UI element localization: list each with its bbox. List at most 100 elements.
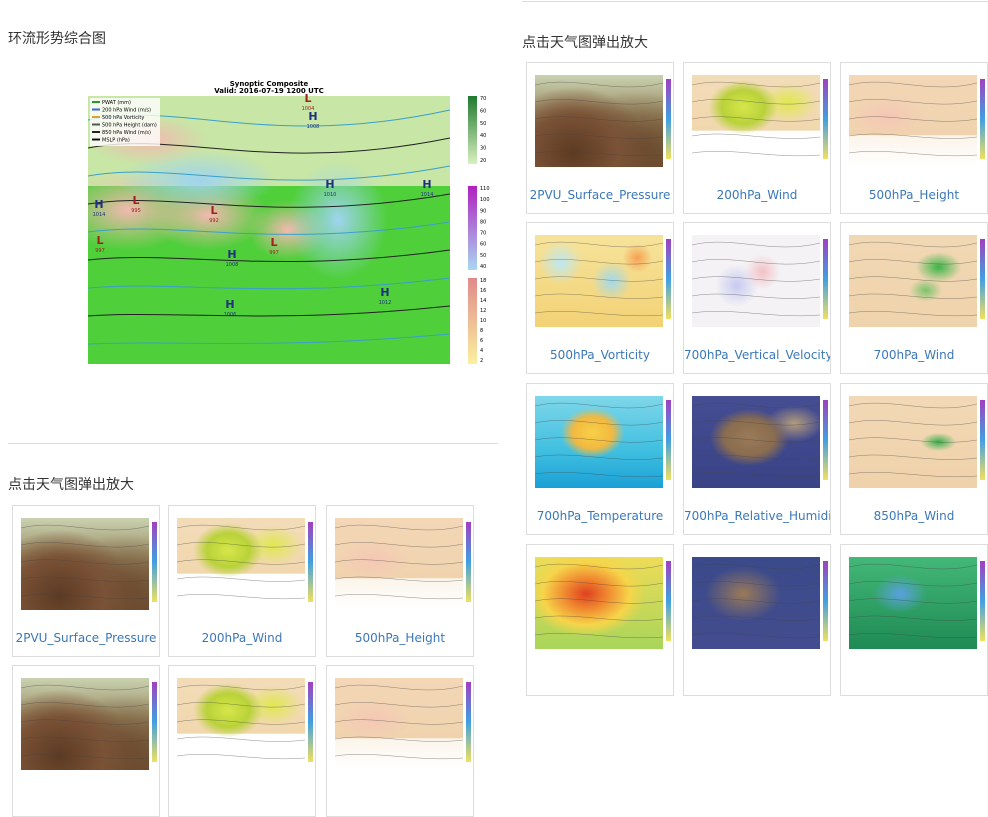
contour	[692, 615, 820, 621]
contour	[177, 542, 305, 548]
contour	[87, 165, 451, 181]
pressure-center-value: 1012	[379, 300, 392, 306]
colorbar	[466, 522, 471, 602]
colorbar-tick: 40	[480, 264, 486, 270]
divider	[522, 1, 988, 2]
thumbnail-image	[692, 396, 828, 488]
thumbnail-label: 500hPa_Height	[868, 188, 960, 202]
page: 环流形势综合图 Synoptic Composite Valid: 2016-07…	[8, 1, 988, 817]
contour	[849, 437, 977, 443]
section-title: 环流形势综合图	[8, 31, 106, 47]
thumbnail-card[interactable]: 200hPa_Wind	[168, 505, 316, 657]
colorbar	[823, 79, 828, 159]
contour	[87, 333, 451, 345]
contour	[692, 311, 820, 317]
thumbnail-card[interactable]: 700hPa_Relative_Humidity	[683, 383, 831, 535]
colorbar-tick: 30	[480, 146, 486, 152]
thumbnail-contours	[849, 563, 977, 639]
thumbnail-label: 500hPa_Vorticity	[550, 348, 650, 362]
contour	[535, 581, 663, 587]
contour	[535, 116, 663, 122]
contour	[849, 598, 977, 604]
colorbar	[468, 278, 477, 364]
thumbnail-card[interactable]: 2PVU_Surface_Pressure	[526, 62, 674, 214]
thumbnail-image	[692, 75, 828, 167]
thumbnail-card[interactable]: 200hPa_Wind	[683, 62, 831, 214]
thumbnail-card[interactable]	[526, 544, 674, 696]
contour	[21, 542, 149, 548]
pressure-center-letter: H	[422, 178, 431, 191]
contour	[692, 454, 820, 460]
thumbnail-card[interactable]	[12, 665, 160, 817]
contour	[849, 633, 977, 639]
map-valid: Valid: 2016-07-19 1200 UTC	[214, 87, 324, 95]
thumbnail-card[interactable]: 700hPa_Wind	[840, 222, 988, 374]
contour	[335, 594, 463, 600]
thumbnail-label: 700hPa_Wind	[873, 348, 955, 362]
thumbnail-contours	[335, 524, 463, 600]
colorbar	[980, 239, 985, 319]
contour	[849, 472, 977, 478]
colorbar-tick: 40	[480, 133, 486, 139]
composite-map[interactable]: Synoptic Composite Valid: 2016-07-19 1200…	[58, 80, 492, 365]
thumbnail-card[interactable]: 850hPa_Wind	[840, 383, 988, 535]
thumbnail-card[interactable]: 700hPa_Vertical_Velocity	[683, 222, 831, 374]
contour	[177, 524, 305, 531]
section-title: 点击天气图弹出放大	[8, 477, 134, 493]
thumbnail-card[interactable]	[683, 544, 831, 696]
contour	[849, 563, 977, 570]
contour	[692, 581, 820, 587]
colorbar	[980, 79, 985, 159]
divider	[8, 443, 498, 444]
colorbar-tick: 80	[480, 219, 486, 225]
thumbnail-label: 500hPa_Height	[354, 631, 446, 645]
thumbnail-card[interactable]: 2PVU_Surface_Pressure	[12, 505, 160, 657]
thumbnail-card[interactable]	[840, 544, 988, 696]
contour	[535, 259, 663, 265]
contour	[849, 81, 977, 88]
thumbnail-image	[535, 235, 671, 327]
pressure-center-value: 1004	[302, 106, 315, 112]
contour	[21, 702, 149, 708]
contour	[535, 402, 663, 409]
legend-box	[90, 98, 160, 146]
thumbnail-image	[335, 518, 471, 610]
contour	[849, 615, 977, 621]
contour	[535, 276, 663, 282]
colorbar-tick: 90	[480, 208, 486, 214]
contour	[177, 559, 305, 565]
thumbnail-contours	[535, 241, 663, 317]
thumbnail-contours	[335, 684, 463, 760]
contour	[849, 151, 977, 157]
thumbnail-contours	[692, 563, 820, 639]
thumbnail-card[interactable]	[168, 665, 316, 817]
contour	[335, 736, 463, 742]
contour	[849, 454, 977, 460]
colorbar	[308, 522, 313, 602]
pressure-center-letter: L	[210, 204, 217, 217]
contour	[87, 193, 451, 208]
contour	[692, 472, 820, 478]
thumbnail-card[interactable]: 700hPa_Temperature	[526, 383, 674, 535]
contour	[177, 594, 305, 600]
thumbnail-label: 850hPa_Wind	[873, 509, 955, 523]
contour	[177, 576, 305, 582]
colorbar-tick: 60	[480, 108, 486, 114]
thumbnail-card[interactable]: 500hPa_Height	[840, 62, 988, 214]
colorbar	[823, 561, 828, 641]
colorbar	[152, 682, 157, 762]
thumbnail-card[interactable]	[326, 665, 474, 817]
thumbnail-contours	[535, 81, 663, 157]
thumbnail-image	[21, 678, 157, 770]
contour	[535, 454, 663, 460]
legend-label: MSLP (hPa)	[102, 138, 130, 144]
colorbar	[980, 400, 985, 480]
thumbnail-image	[535, 396, 671, 488]
thumbnail-card[interactable]: 500hPa_Height	[326, 505, 474, 657]
contour	[177, 702, 305, 708]
contour	[21, 594, 149, 600]
thumbnail-image	[535, 557, 671, 649]
thumbnail-card[interactable]: 500hPa_Vorticity	[526, 222, 674, 374]
pressure-center-value: 1008	[226, 262, 239, 268]
contour	[535, 293, 663, 299]
